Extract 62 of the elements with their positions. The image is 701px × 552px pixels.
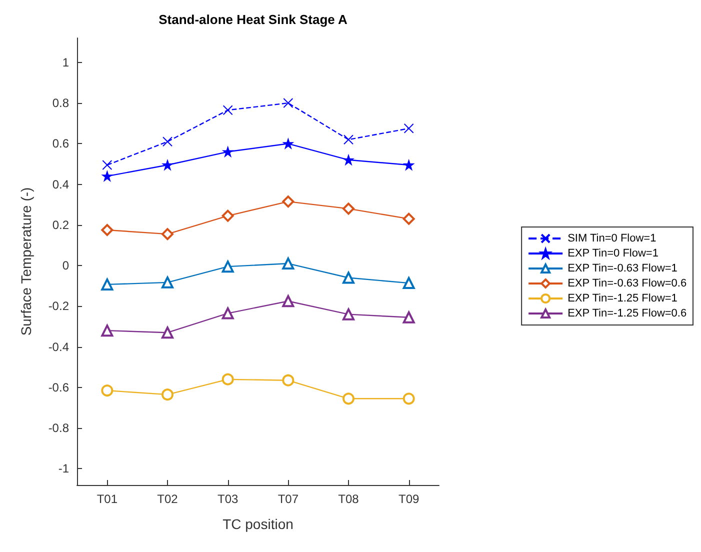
- y-tick-label: -0.2: [48, 299, 70, 314]
- point: [222, 210, 234, 222]
- legend-label: EXP Tin=0 Flow=1: [568, 248, 658, 260]
- point: [282, 374, 294, 386]
- point: [102, 160, 112, 170]
- point: [404, 123, 414, 134]
- point: [404, 160, 414, 170]
- chart-title: Stand-alone Heat Sink Stage A: [158, 12, 348, 27]
- point: [162, 228, 174, 240]
- point: [222, 146, 233, 157]
- y-tick-label: 1: [62, 55, 70, 70]
- point: [402, 392, 415, 405]
- point: [162, 160, 172, 170]
- point: [101, 324, 114, 337]
- x-tick-label: T02: [157, 492, 178, 506]
- y-tick-label: -1: [58, 462, 70, 476]
- point: [162, 326, 174, 339]
- legend-label: EXP Tin=-0.63 Flow=1: [568, 262, 678, 274]
- point: [101, 384, 114, 397]
- point: [402, 277, 415, 290]
- point: [344, 154, 354, 165]
- point: [342, 308, 354, 320]
- point: [282, 258, 294, 270]
- point: [222, 105, 233, 116]
- point: [282, 196, 294, 208]
- x-tick-label: T07: [278, 492, 299, 506]
- x-tick-label: T03: [217, 492, 238, 506]
- point: [344, 134, 354, 145]
- point: [342, 392, 354, 405]
- y-tick-label: -0.8: [48, 421, 70, 436]
- y-axis-title: Surface Temperature (-): [18, 187, 34, 336]
- point: [222, 260, 234, 273]
- legend-label: EXP Tin=-1.25 Flow=0.6: [568, 308, 687, 320]
- y-tick-label: 0.4: [52, 177, 70, 192]
- point: [283, 98, 294, 108]
- point: [402, 311, 415, 324]
- x-axis-title: TC position: [222, 516, 294, 532]
- point: [162, 276, 174, 288]
- y-tick-label: 0.6: [52, 136, 70, 151]
- x-tick-label: T01: [96, 492, 118, 506]
- legend-label: EXP Tin=-1.25 Flow=1: [568, 292, 678, 304]
- point: [222, 307, 234, 320]
- legend-label: SIM Tin=0 Flow=1: [568, 232, 656, 244]
- point: [101, 278, 114, 290]
- point: [282, 295, 294, 308]
- y-tick-label: 0: [62, 258, 70, 273]
- point: [342, 272, 354, 284]
- point: [283, 138, 294, 149]
- y-tick-label: -0.6: [48, 380, 70, 394]
- y-tick-label: 0.8: [52, 96, 70, 110]
- legend-label: EXP Tin=-0.63 Flow=0.6: [568, 278, 687, 290]
- point: [101, 224, 114, 236]
- x-tick-label: T08: [338, 492, 360, 506]
- point: [162, 136, 172, 147]
- point: [162, 388, 174, 401]
- y-tick-label: 0.2: [52, 218, 70, 232]
- point: [402, 212, 415, 225]
- x-tick-label: T09: [398, 492, 420, 506]
- y-tick-label: -0.4: [48, 340, 70, 354]
- point: [342, 202, 354, 215]
- point: [222, 373, 234, 386]
- point: [102, 171, 112, 182]
